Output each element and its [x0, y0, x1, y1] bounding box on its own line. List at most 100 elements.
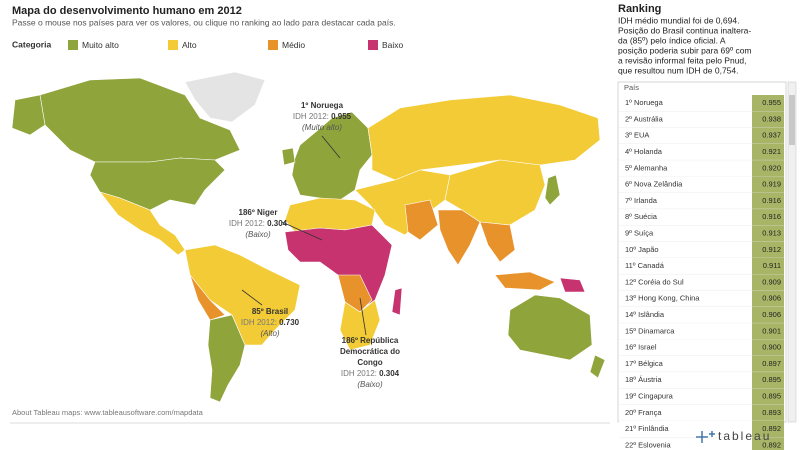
- country-label: 16º Israel: [625, 343, 657, 352]
- leader-line: [359, 297, 367, 336]
- alaska: [11, 94, 46, 136]
- country-label: 3º EUA: [625, 131, 649, 140]
- idh-value: 0.909: [762, 277, 781, 286]
- annotation-title: 186º República: [342, 336, 399, 345]
- ranking-row[interactable]: 1º Noruega 0.955: [619, 95, 784, 112]
- row-background: [619, 355, 752, 373]
- ranking-row[interactable]: 5º Alemanha 0.920: [619, 160, 784, 177]
- ranking-row[interactable]: 22º Eslovenia 0.892: [619, 437, 784, 450]
- indonesia: [494, 271, 556, 291]
- country-label: 4º Holanda: [625, 147, 663, 156]
- legend-label: Baixo: [382, 40, 404, 50]
- value-cell: [752, 160, 784, 177]
- country-label: 22º Eslovenia: [625, 440, 672, 449]
- annotation-category: (Baixo): [357, 380, 383, 389]
- ranking-row[interactable]: 19º Cingapura 0.895: [619, 388, 784, 406]
- ranking-row[interactable]: 15º Dinamarca 0.901: [619, 323, 784, 340]
- idh-value: 0.893: [762, 408, 781, 417]
- idh-value: 0.913: [762, 229, 781, 238]
- row-background: [619, 372, 752, 389]
- legend-label: Alto: [182, 40, 197, 50]
- row-background: [619, 127, 752, 144]
- ranking-row[interactable]: 2º Austrália 0.938: [619, 111, 784, 128]
- ranking-row[interactable]: 18º Áustria 0.895: [619, 372, 784, 389]
- legend-swatch: [268, 40, 278, 50]
- country-label: 7º Irlanda: [625, 196, 658, 205]
- ranking-row[interactable]: 7º Irlanda 0.916: [619, 192, 784, 210]
- column-header: País: [624, 83, 639, 92]
- country-label: 15º Dinamarca: [625, 326, 675, 335]
- canada: [39, 77, 241, 163]
- idh-value: 0.911: [763, 261, 781, 270]
- world-map: [11, 71, 606, 403]
- idh-value: 0.955: [331, 112, 352, 121]
- ranking-row[interactable]: 11º Canadá 0.911: [619, 258, 784, 275]
- country-label: 1º Noruega: [625, 98, 664, 107]
- annotation-title: 85º Brasil: [252, 307, 288, 316]
- note-line: Posição do Brasil continua inaltera-: [618, 25, 751, 35]
- ranking-row[interactable]: 6º Nova Zelândia 0.919: [619, 176, 784, 194]
- note-line: que resultou num IDH de 0,754.: [618, 65, 739, 75]
- idh-label: IDH 2012:: [229, 219, 267, 228]
- idh-value: 0.901: [762, 326, 781, 335]
- row-background: [619, 143, 752, 161]
- ranking-row[interactable]: 10º Japão 0.912: [619, 241, 784, 259]
- idh-value: 0.938: [762, 114, 781, 123]
- country-label: 8º Suécia: [625, 212, 658, 221]
- ranking-row[interactable]: 3º EUA 0.937: [619, 127, 784, 145]
- idh-value: 0.912: [762, 245, 781, 254]
- idh-value: 0.906: [762, 294, 781, 303]
- value-cell: [752, 209, 784, 226]
- value-cell: [752, 323, 784, 340]
- madagascar: [391, 287, 403, 316]
- ranking-row[interactable]: 8º Suécia 0.916: [619, 209, 784, 226]
- ranking-row[interactable]: 20º França 0.893: [619, 404, 784, 422]
- country-label: 13º Hong Kong, China: [625, 294, 700, 303]
- row-background: [619, 225, 752, 242]
- ranking-row[interactable]: 14º Islândia 0.906: [619, 306, 784, 324]
- legend-swatch: [68, 40, 78, 50]
- scrollbar[interactable]: [787, 81, 797, 423]
- legend-label: Médio: [282, 40, 305, 50]
- row-background: [619, 404, 752, 421]
- russia: [367, 94, 601, 181]
- idh-value: 0.916: [762, 212, 781, 221]
- idh-label: IDH 2012:: [241, 318, 279, 327]
- row-background: [619, 339, 752, 356]
- logo-text: tableau: [718, 429, 771, 443]
- ranking-row[interactable]: 9º Suíça 0.913: [619, 225, 784, 242]
- scrollbar-thumb[interactable]: [789, 95, 795, 145]
- ranking-row[interactable]: 4º Holanda 0.921: [619, 143, 784, 161]
- value-cell: [752, 176, 784, 193]
- annotation-title: Democrática do: [340, 347, 400, 356]
- row-background: [619, 388, 752, 405]
- row-background: [619, 176, 752, 193]
- ranking-row[interactable]: 16º Israel 0.900: [619, 339, 784, 357]
- south-africa: [339, 299, 381, 351]
- ranking-row[interactable]: 13º Hong Kong, China 0.906: [619, 290, 784, 308]
- annotation-title: 1º Noruega: [301, 101, 344, 110]
- note-line: IDH médio mundial foi de 0,694.: [618, 15, 739, 25]
- bolivia: [189, 274, 226, 321]
- idh-value: 0.906: [762, 310, 781, 319]
- value-cell: [752, 241, 784, 258]
- greenland: [184, 71, 266, 123]
- value-cell: [752, 355, 784, 373]
- note-line: posição poderia subir para 69º com: [618, 45, 752, 55]
- value-cell: [752, 421, 784, 438]
- legend-swatch: [168, 40, 178, 50]
- annotation: 186º República Democrática do Congo IDH …: [340, 336, 400, 389]
- ranking-row[interactable]: 12º Coréia do Sul 0.909: [619, 274, 784, 291]
- idh-label: IDH 2012:: [293, 112, 331, 121]
- idh-value: 0.304: [379, 369, 400, 378]
- leader-line: [321, 135, 341, 159]
- ranking-row[interactable]: 17º Bélgica 0.897: [619, 355, 784, 373]
- ranking-rows[interactable]: 1º Noruega 0.955 2º Austrália 0.938 3º EUA 0.…: [619, 95, 784, 450]
- country-label: 6º Nova Zelândia: [625, 180, 683, 189]
- value-cell: [752, 192, 784, 210]
- idh-value: 0.937: [762, 131, 781, 140]
- logo: [696, 431, 715, 443]
- value-cell: [752, 127, 784, 144]
